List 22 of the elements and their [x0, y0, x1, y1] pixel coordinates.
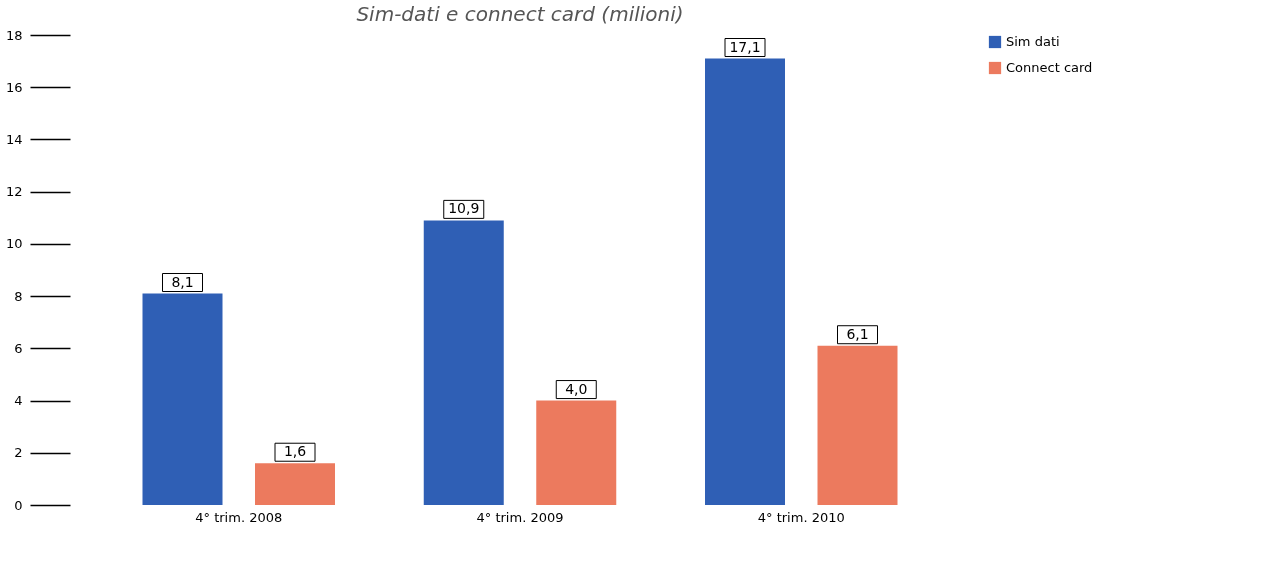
- y-tick-label: 10: [5, 236, 23, 252]
- x-tick-label: 4° trim. 2008: [195, 509, 283, 525]
- y-tick-label: 4: [14, 393, 23, 409]
- data-label: 10,9: [448, 200, 480, 217]
- legend-label: Connect card: [1006, 60, 1093, 75]
- y-tick-label: 2: [14, 445, 23, 461]
- data-label: 8,1: [171, 273, 194, 290]
- y-tick-label: 6: [14, 340, 23, 356]
- x-tick-label: 4° trim. 2009: [476, 509, 564, 525]
- data-label: 4,0: [565, 380, 588, 397]
- y-tick-label: 8: [14, 288, 23, 304]
- y-tick-label: 0: [14, 497, 23, 513]
- data-label: 6,1: [846, 325, 869, 342]
- y-tick-label: 14: [5, 131, 23, 147]
- data-label: 17,1: [729, 38, 761, 55]
- data-label: 1,6: [283, 443, 307, 460]
- y-tick-label: 12: [5, 184, 23, 200]
- x-tick-label: 4° trim. 2010: [757, 509, 845, 525]
- y-tick-label: 16: [5, 79, 23, 95]
- legend-label: Sim dati: [1006, 34, 1060, 49]
- chart-title: Sim-dati e connect card (milioni): [356, 2, 684, 26]
- y-tick-label: 18: [5, 27, 23, 43]
